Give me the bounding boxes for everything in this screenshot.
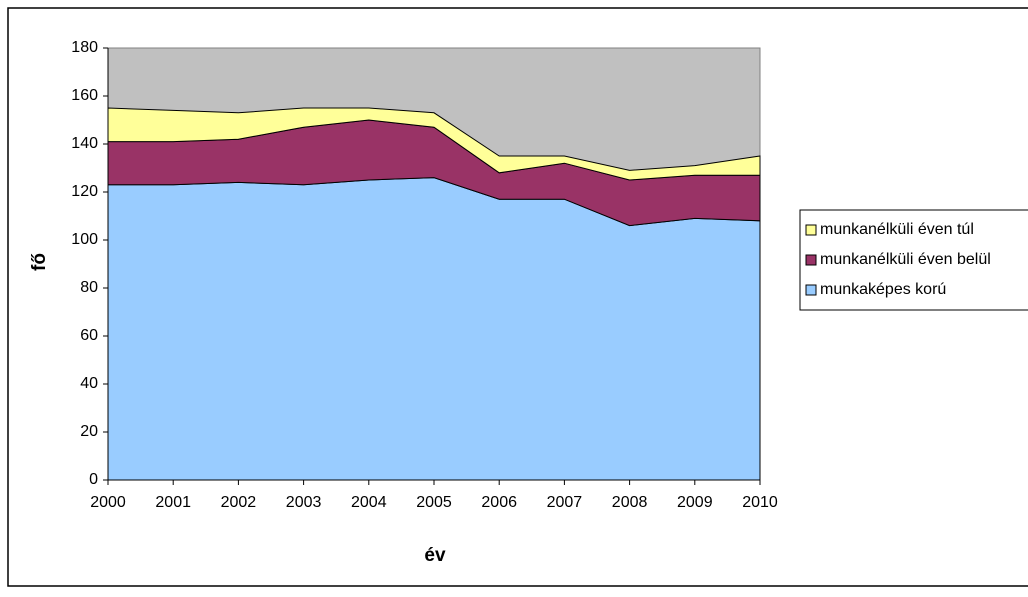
legend-swatch <box>805 224 817 236</box>
x-axis-title: év <box>424 545 446 566</box>
y-tick-label: 40 <box>80 375 98 392</box>
x-tick-label: 2003 <box>286 494 322 511</box>
y-tick-label: 60 <box>80 327 98 344</box>
x-tick-label: 2004 <box>351 494 387 511</box>
x-tick-label: 2008 <box>612 494 648 511</box>
x-tick-label: 2000 <box>90 494 126 511</box>
area <box>107 107 761 181</box>
legend-label: munkanélküli éven túl <box>820 221 974 238</box>
x-tick-label: 2001 <box>155 494 191 511</box>
y-tick-label: 180 <box>71 39 98 56</box>
y-tick-label: 140 <box>71 135 98 152</box>
y-tick-label: 160 <box>71 87 98 104</box>
x-tick-label: 2006 <box>481 494 517 511</box>
legend-box <box>799 209 1028 311</box>
legend-swatch <box>805 284 817 296</box>
legend-label: munkaképes korú <box>820 281 946 298</box>
legend-label: munkanélküli éven belül <box>820 251 991 268</box>
y-axis-title: fő <box>29 253 50 271</box>
y-tick-label: 100 <box>71 231 98 248</box>
x-tick-label: 2007 <box>547 494 583 511</box>
x-tick-label: 2005 <box>416 494 452 511</box>
x-tick-label: 2002 <box>221 494 257 511</box>
x-tick-label: 2009 <box>677 494 713 511</box>
y-tick-label: 0 <box>89 471 98 488</box>
legend-swatch <box>805 254 817 266</box>
y-tick-label: 20 <box>80 423 98 440</box>
y-tick-label: 80 <box>80 279 98 296</box>
area <box>107 177 761 481</box>
y-tick-label: 120 <box>71 183 98 200</box>
x-tick-label: 2010 <box>742 494 778 511</box>
